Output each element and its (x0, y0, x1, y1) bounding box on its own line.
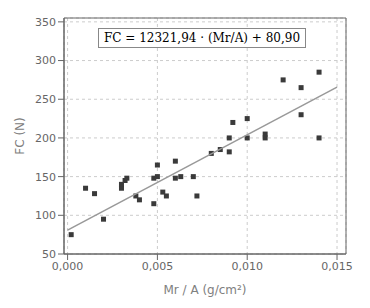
svg-text:350: 350 (35, 16, 56, 29)
svg-text:0,010: 0,010 (231, 260, 263, 273)
svg-text:FC (N): FC (N) (13, 117, 27, 154)
svg-text:300: 300 (35, 54, 56, 67)
svg-text:100: 100 (35, 209, 56, 222)
svg-text:0,015: 0,015 (321, 260, 353, 273)
svg-text:200: 200 (35, 132, 56, 145)
svg-text:0,000: 0,000 (52, 260, 84, 273)
svg-text:150: 150 (35, 171, 56, 184)
html-text:FC = 12321,94 · (Mr/A) + 80,90: FC = 12321,94 · (Mr/A) + 80,90 (104, 31, 300, 45)
svg-text:50: 50 (42, 248, 56, 261)
svg-text:250: 250 (35, 93, 56, 106)
svg-text:0,005: 0,005 (142, 260, 174, 273)
svg-text:Mr / A (g/cm²): Mr / A (g/cm²) (163, 283, 246, 297)
